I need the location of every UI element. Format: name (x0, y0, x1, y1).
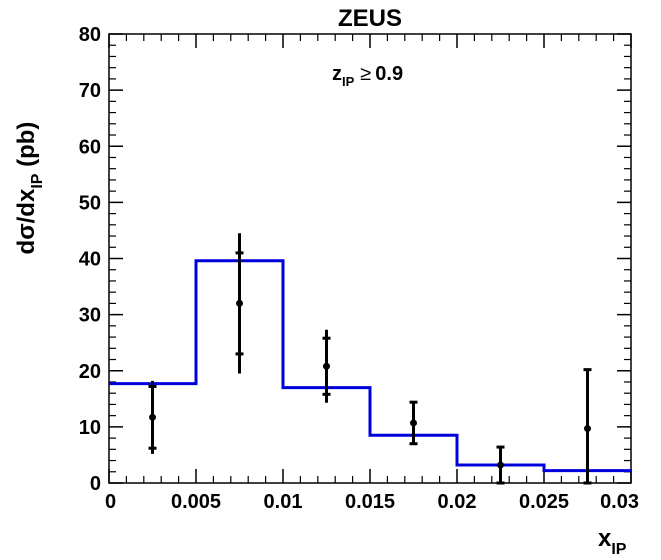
y-axis-label-prefix: dσ/dx (13, 188, 40, 254)
y-tick-label: 0 (90, 473, 101, 495)
chart-title: ZEUS (338, 5, 402, 32)
data-point (323, 362, 330, 370)
y-axis-label: dσ/dxIP (pb) (13, 122, 46, 255)
y-axis-label-suffix: (pb) (13, 122, 40, 174)
x-tick-label: 0.015 (345, 491, 395, 513)
data-point (149, 413, 156, 421)
y-axis-label-subscript: IP (29, 173, 46, 188)
y-tick-label: 60 (79, 136, 101, 158)
tick-marks (108, 33, 632, 484)
x-axis-label: xIP (598, 525, 627, 558)
x-tick-label: 0 (105, 491, 116, 513)
x-axis-label-subscript: IP (611, 541, 626, 558)
x-tick-label: 0.01 (264, 491, 303, 513)
cut-annotation-value: 0.9 (375, 63, 403, 85)
data-point (410, 419, 417, 427)
data-point (497, 461, 504, 469)
mc-histogram-line (109, 259, 631, 473)
data-point (236, 299, 243, 307)
x-tick-label: 0.025 (519, 491, 569, 513)
cut-annotation-operator: ≥ (360, 63, 371, 85)
y-tick-labels: 0 10 20 30 40 50 60 70 80 (79, 24, 101, 495)
data-point (584, 425, 591, 433)
cut-annotation-base: z (332, 63, 342, 85)
x-axis-label-base: x (598, 525, 612, 552)
cut-annotation: zIP ≥0.9 (332, 63, 403, 89)
x-tick-label: 0.005 (171, 491, 221, 513)
cut-annotation-subscript: IP (342, 74, 355, 89)
data-points (148, 233, 592, 485)
y-tick-label: 20 (79, 361, 101, 383)
y-tick-label: 80 (79, 24, 101, 46)
y-tick-label: 40 (79, 249, 101, 271)
y-tick-label: 70 (79, 80, 101, 102)
y-tick-label: 50 (79, 192, 101, 214)
y-tick-label: 30 (79, 305, 101, 327)
x-tick-labels: 0 0.005 0.01 0.015 0.02 0.025 0.03 (105, 491, 639, 513)
x-tick-label: 0.03 (600, 491, 639, 513)
x-tick-label: 0.02 (438, 491, 477, 513)
y-tick-label: 10 (79, 417, 101, 439)
